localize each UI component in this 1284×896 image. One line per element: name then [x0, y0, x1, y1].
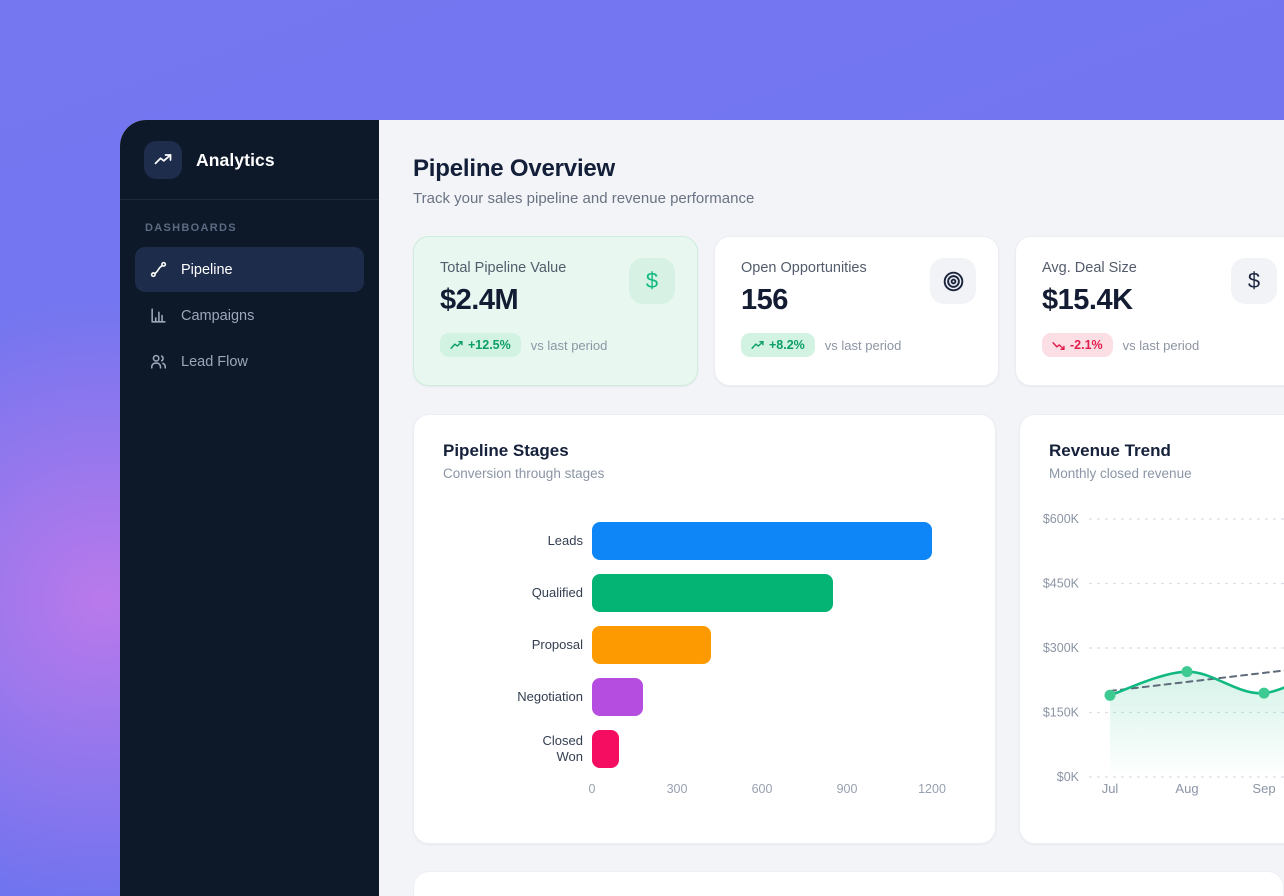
sidebar-item-pipeline[interactable]: Pipeline	[135, 247, 364, 292]
kpi-card-avg-deal-size: Avg. Deal Size $15.4K -2.1% vs last peri…	[1015, 236, 1284, 386]
bar-category-label: Negotiation	[517, 688, 583, 704]
app-logo-row: Analytics	[120, 120, 379, 200]
change-value: -2.1%	[1070, 338, 1103, 352]
kpi-value: 156	[741, 284, 788, 316]
chart-title: Pipeline Stages	[443, 441, 569, 460]
y-tick-label: $0K	[1057, 770, 1080, 784]
sidebar-nav: DASHBOARDS Pipeline Campaigns	[120, 200, 379, 405]
bar-category-label: Qualified	[531, 584, 583, 600]
revenue-line	[1108, 670, 1284, 697]
x-tick-label: 900	[836, 782, 858, 796]
area-fill	[1110, 671, 1284, 777]
bar-category-label: Closed Won	[542, 732, 583, 764]
trending-up-logo-icon	[144, 141, 182, 179]
chart-subtitle: Monthly closed revenue	[1049, 466, 1192, 481]
kpi-value: $2.4M	[440, 284, 519, 316]
y-tick-label: $150K	[1043, 706, 1080, 720]
sidebar-item-label: Pipeline	[181, 261, 233, 278]
x-tick-label: 1200	[918, 782, 946, 796]
bar-category-label: Proposal	[531, 636, 583, 652]
main-content: Pipeline Overview Track your sales pipel…	[379, 120, 1284, 896]
bar-leads	[592, 522, 932, 560]
y-tick-label: $600K	[1043, 512, 1080, 526]
bar-row: Proposal	[443, 626, 966, 664]
pipeline-stages-chart: Leads Qualified Proposal Negotiation Closed …	[443, 522, 966, 768]
bar-chart-icon	[151, 308, 166, 323]
dollar-icon: $	[629, 258, 675, 304]
bar-closed-won	[592, 730, 619, 768]
bar-qualified	[592, 574, 833, 612]
chart-title: Revenue Trend	[1049, 441, 1171, 460]
route-icon	[150, 261, 167, 278]
data-point-dot	[1181, 666, 1193, 678]
nav-section-label: DASHBOARDS	[145, 222, 237, 234]
x-tick-label: Jul	[1102, 781, 1119, 796]
dollar-icon: $	[1231, 258, 1277, 304]
bar-negotiation	[592, 678, 643, 716]
x-tick-label: 300	[666, 782, 688, 796]
revenue-trend-card: Revenue Trend Monthly closed revenue $60…	[1019, 414, 1284, 844]
y-tick-label: $300K	[1043, 641, 1080, 655]
bar-category-label: Leads	[547, 532, 583, 548]
change-badge: -2.1%	[1042, 333, 1113, 357]
sidebar-item-campaigns[interactable]: Campaigns	[135, 293, 364, 338]
bar-row: Negotiation	[443, 678, 966, 716]
partially-visible-card	[413, 871, 1284, 896]
app-title: Analytics	[196, 149, 275, 170]
compare-text: vs last period	[530, 337, 608, 353]
change-badge: +8.2%	[741, 333, 815, 357]
users-icon	[150, 354, 167, 369]
kpi-label: Total Pipeline Value	[440, 260, 567, 276]
change-value: +12.5%	[468, 338, 511, 352]
bar-row: Qualified	[443, 574, 966, 612]
page-subtitle: Track your sales pipeline and revenue pe…	[413, 190, 755, 207]
change-value: +8.2%	[769, 338, 805, 352]
x-tick-label: 0	[588, 782, 596, 796]
sidebar-item-label: Lead Flow	[181, 353, 248, 370]
kpi-value: $15.4K	[1042, 284, 1133, 316]
compare-text: vs last period	[1122, 337, 1200, 353]
target-icon	[930, 258, 976, 304]
trending-down-icon	[1052, 341, 1065, 350]
sidebar-item-label: Campaigns	[181, 307, 255, 324]
compare-text: vs last period	[824, 337, 902, 353]
kpi-label: Avg. Deal Size	[1042, 260, 1137, 276]
trending-up-icon	[450, 340, 463, 349]
data-point-dot	[1258, 687, 1270, 699]
bar-row: Closed Won	[443, 730, 966, 768]
kpi-card-open-opportunities: Open Opportunities 156 +8.2% vs last per…	[714, 236, 999, 386]
revenue-trend-chart: $600K $450K $300K $150K $0K Jul Aug Sep	[1043, 512, 1284, 796]
bar-row: Leads	[443, 522, 966, 560]
chart-subtitle: Conversion through stages	[443, 466, 605, 481]
change-badge: +12.5%	[440, 333, 521, 357]
pipeline-stages-card: Pipeline Stages Conversion through stage…	[413, 414, 996, 844]
trend-dashed-line	[1109, 669, 1284, 692]
trending-up-icon	[751, 340, 764, 349]
charts-row: Pipeline Stages Conversion through stage…	[413, 414, 1284, 844]
y-tick-label: $450K	[1043, 577, 1080, 591]
x-tick-label: 600	[751, 782, 773, 796]
data-point-dot	[1104, 689, 1116, 701]
sidebar-item-lead-flow[interactable]: Lead Flow	[135, 339, 364, 384]
bar-x-axis: 0 300 600 900 1200	[588, 782, 946, 800]
kpi-label: Open Opportunities	[741, 260, 867, 276]
page-title: Pipeline Overview	[413, 155, 616, 182]
kpi-row: Total Pipeline Value $2.4M +12.5% vs las…	[413, 236, 1284, 386]
sidebar: Analytics DASHBOARDS Pipeline Campaigns	[120, 120, 379, 896]
bar-proposal	[592, 626, 711, 664]
x-tick-label: Sep	[1252, 781, 1275, 796]
x-tick-label: Aug	[1175, 781, 1198, 796]
kpi-card-total-pipeline-value: Total Pipeline Value $2.4M +12.5% vs las…	[413, 236, 698, 386]
app-window: Analytics DASHBOARDS Pipeline Campaigns	[120, 120, 1284, 896]
